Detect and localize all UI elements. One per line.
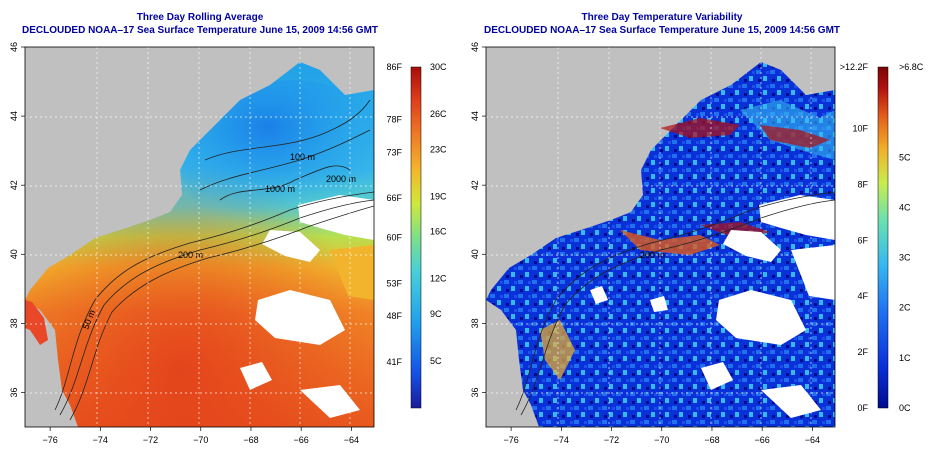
left-colorbar-f-label: 48F [386,311,402,321]
left-contours [54,99,374,421]
left-land [25,47,374,300]
left-colorbar-c-label: 19C [430,191,447,201]
left-colorbar-c-label: 12C [430,274,447,284]
left-title-line1: Three Day Rolling Average [136,12,264,23]
x-tick-label: −66 [294,435,309,445]
left-colorbar-f-label: 73F [386,147,402,157]
left-map-frame [24,46,375,428]
right-contours [515,191,835,416]
right-map: 200 m [486,47,835,427]
x-tick-label: −74 [554,435,569,445]
x-tick-label: −76 [42,435,57,445]
y-tick-label: 42 [470,180,480,190]
left-colorbar-f-label: 41F [386,357,402,367]
y-tick-label: 44 [9,111,19,121]
right-colorbar-c-label: 4C [899,202,911,212]
y-tick-label: 38 [470,318,480,328]
left-title-line2: DECLOUDED NOAA–17 Sea Surface Temperatur… [21,25,379,36]
left-colorbar-c-label: 30C [430,62,447,72]
left-colorbar-f-label: 60F [386,233,402,243]
y-tick-label: 46 [9,42,19,52]
right-grid [486,47,835,427]
x-tick-label: −74 [93,435,108,445]
left-contour-label-100: 100 m [290,152,315,162]
right-colorbar-c-label: 0C [899,403,911,413]
right-title-line1: Three Day Temperature Variability [581,12,743,23]
left-colorbar-c-label: 9C [430,309,442,319]
x-tick-label: −72 [143,435,158,445]
left-contour-label-1000: 1000 m [265,184,295,194]
left-colorbar-f-label: 53F [386,278,402,288]
right-cloud [759,195,835,240]
left-colorbar-c-label: 16C [430,227,447,237]
x-tick-label: −70 [654,435,669,445]
y-tick-label: 36 [470,387,480,397]
x-tick-label: −68 [243,435,258,445]
y-tick-label: 40 [9,249,19,259]
left-grid [25,47,374,427]
right-land [486,47,835,300]
right-colorbar-c-label: 2C [899,303,911,313]
left-colorbar [410,66,422,409]
right-colorbar-f-label: 2F [857,347,868,357]
y-tick-label: 38 [9,318,19,328]
y-tick-label: 44 [470,111,480,121]
right-colorbar-f-label: 0F [857,403,868,413]
right-colorbar-c-label: 5C [899,152,911,162]
colorbar-labels: 86F 78F 73F 66F 60F 53F 48F 41F 30C 26C 23C 19C 16C 1… [386,62,923,413]
right-colorbar-f-label: >12.2F [840,62,869,72]
y-tick-label: 36 [9,387,19,397]
x-tick-label: −76 [503,435,518,445]
right-map-frame [485,46,836,428]
right-colorbar-c-label: 1C [899,353,911,363]
x-tick-label: −64 [805,435,820,445]
x-tick-label: −64 [344,435,359,445]
x-tick-label: −68 [704,435,719,445]
y-tick-label: 42 [9,180,19,190]
left-colorbar-c-label: 5C [430,356,442,366]
x-tick-label: −66 [755,435,770,445]
left-colorbar-f-label: 66F [386,193,402,203]
right-colorbar-f-label: 4F [857,291,868,301]
left-map: 200 m 100 m 1000 m 2000 m 50 m [25,47,374,427]
y-tick-label: 46 [470,42,480,52]
axis-ticks: −76 −74 −72 −70 −68 −66 −64 36 38 40 42 44 46 −76 −74 −… [9,42,820,445]
x-tick-label: −72 [604,435,619,445]
left-contour-label-2000: 2000 m [326,174,356,184]
left-colorbar-f-label: 78F [386,114,402,124]
right-colorbar-f-label: 8F [857,179,868,189]
right-colorbar-c-label: >6.8C [899,62,924,72]
left-colorbar-f-label: 86F [386,62,402,72]
right-title-line2: DECLOUDED NOAA–17 Sea Surface Temperatur… [483,25,841,36]
x-tick-label: −70 [193,435,208,445]
right-colorbar-c-label: 3C [899,253,911,263]
left-colorbar-c-label: 23C [430,144,447,154]
y-tick-label: 40 [470,249,480,259]
right-colorbar-f-label: 6F [857,235,868,245]
right-colorbar [877,66,889,409]
right-colorbar-f-label: 10F [852,123,868,133]
left-colorbar-c-label: 26C [430,109,447,119]
